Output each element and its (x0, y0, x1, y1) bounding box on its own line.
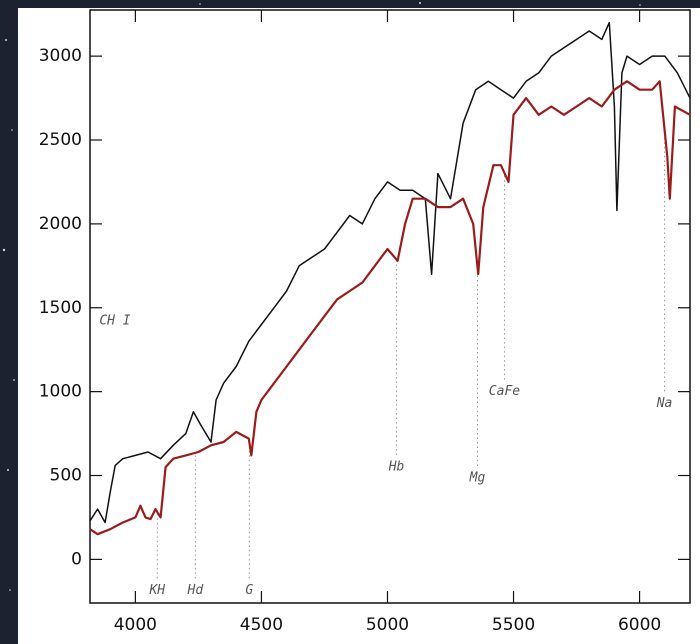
y-tick-label: 1000 (39, 382, 82, 402)
plot-background (18, 8, 700, 644)
y-tick-label: 500 (50, 466, 82, 486)
y-tick-label: 2500 (39, 130, 82, 150)
y-tick-label: 0 (71, 549, 82, 569)
y-tick-label: 3000 (39, 46, 82, 66)
spectrum-line (89, 21, 691, 524)
annotation: KH (148, 583, 165, 598)
annotation: G (245, 583, 253, 598)
x-tick-label: 6000 (618, 615, 661, 635)
y-tick-label: 2000 (39, 214, 82, 234)
x-tick-label: 5500 (492, 615, 535, 635)
plot-frame (89, 9, 691, 604)
y-tick-label: 1500 (39, 298, 82, 318)
spectrum-line (89, 80, 691, 536)
annotation: Mg (469, 471, 486, 486)
annotation: Hd (187, 583, 204, 598)
annotation: Na (656, 396, 673, 411)
annotation: CH I (99, 314, 130, 329)
annotation: Hb (388, 460, 405, 475)
stars (2, 2, 641, 591)
x-tick-label: 5000 (366, 615, 409, 635)
annotation: CaFe (489, 384, 520, 399)
x-tick-label: 4500 (240, 615, 283, 635)
x-tick-label: 4000 (114, 615, 157, 635)
